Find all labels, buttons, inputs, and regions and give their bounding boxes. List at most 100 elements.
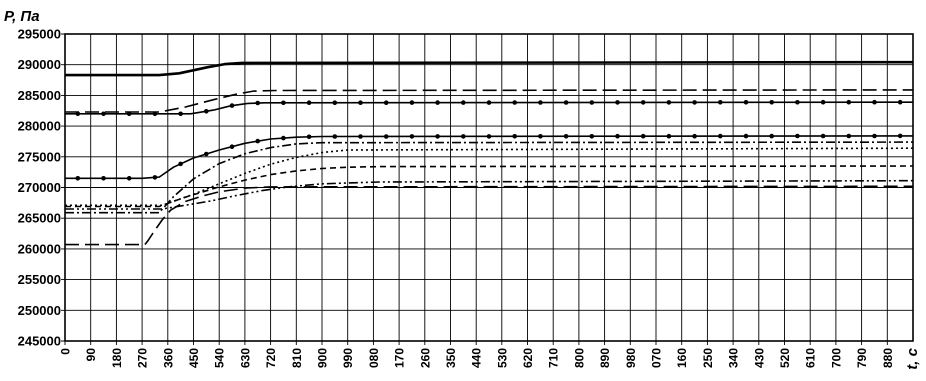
series-marker bbox=[281, 100, 286, 106]
series-marker bbox=[255, 138, 260, 144]
series-line-3 bbox=[65, 101, 914, 115]
x-tick-label: 880 bbox=[881, 348, 895, 368]
y-tick-labels: 295000 290000 285000 280000 275000 270000 2650… bbox=[18, 27, 61, 349]
y-tick-label: 270000 bbox=[18, 180, 61, 195]
y-tick-label: 290000 bbox=[18, 57, 61, 72]
series-line-8 bbox=[65, 185, 914, 246]
series-marker bbox=[255, 100, 260, 106]
series-marker bbox=[795, 100, 800, 105]
x-tick-label: 610 bbox=[804, 348, 818, 368]
x-tick-label: 990 bbox=[341, 348, 355, 368]
series-marker bbox=[358, 134, 363, 139]
x-tick-label: 540 bbox=[213, 348, 227, 368]
x-tick-label: 160 bbox=[675, 348, 689, 368]
x-tick-label: 980 bbox=[624, 348, 638, 368]
x-tick-label: 170 bbox=[393, 348, 407, 368]
x-tick-label: 350 bbox=[444, 348, 458, 368]
x-tick-label: 710 bbox=[547, 348, 561, 368]
series-marker bbox=[872, 99, 877, 105]
x-tick-label: 070 bbox=[650, 348, 664, 368]
series-marker bbox=[640, 133, 646, 139]
series-marker bbox=[718, 100, 723, 105]
x-tick-label: 260 bbox=[418, 348, 432, 368]
x-tick-label: 900 bbox=[316, 348, 330, 368]
series-marker bbox=[306, 100, 312, 105]
series-marker bbox=[846, 133, 852, 139]
series-marker bbox=[615, 100, 620, 105]
series-marker bbox=[332, 134, 338, 139]
y-tick-label: 265000 bbox=[18, 211, 61, 226]
x-tick-label: 890 bbox=[598, 348, 612, 368]
x-tick-label: 450 bbox=[187, 348, 201, 368]
series-line-5 bbox=[65, 141, 914, 214]
series-marker bbox=[820, 133, 826, 139]
series-marker bbox=[383, 134, 389, 139]
series-marker bbox=[692, 133, 697, 139]
x-tick-label: 440 bbox=[470, 348, 484, 368]
x-tick-label: 520 bbox=[778, 348, 792, 368]
x-tick-label: 360 bbox=[161, 348, 175, 368]
y-tick-label: 250000 bbox=[18, 303, 61, 318]
series-marker bbox=[563, 134, 569, 139]
series-marker bbox=[126, 111, 132, 117]
grid-lines bbox=[61, 33, 913, 345]
y-tick-label: 275000 bbox=[18, 149, 61, 164]
series-marker bbox=[512, 134, 517, 139]
series-marker bbox=[692, 100, 697, 105]
series-marker bbox=[666, 133, 672, 139]
series-marker bbox=[332, 100, 338, 105]
x-tick-label: 720 bbox=[264, 348, 278, 368]
series-marker bbox=[409, 134, 415, 139]
series-marker bbox=[538, 134, 543, 139]
x-tick-label: 620 bbox=[521, 348, 535, 368]
series-marker bbox=[178, 161, 183, 167]
series-line-2 bbox=[65, 89, 914, 113]
series-marker bbox=[897, 99, 903, 105]
series-marker bbox=[229, 144, 235, 149]
series-lines bbox=[65, 60, 914, 246]
series-marker bbox=[743, 100, 749, 105]
x-tick-label: 800 bbox=[572, 348, 586, 368]
x-tick-label: 790 bbox=[855, 348, 869, 368]
x-tick-label: 530 bbox=[495, 348, 509, 368]
series-marker bbox=[204, 151, 209, 157]
series-marker bbox=[486, 134, 492, 139]
series-line-9 bbox=[65, 179, 914, 210]
series-marker bbox=[229, 103, 235, 108]
x-axis-title: t, c bbox=[904, 347, 921, 369]
y-tick-label: 295000 bbox=[18, 27, 61, 42]
series-marker bbox=[743, 133, 749, 139]
series-marker bbox=[281, 135, 286, 141]
x-tick-label: 430 bbox=[752, 348, 766, 368]
series-marker bbox=[666, 100, 672, 105]
series-marker bbox=[589, 100, 595, 105]
series-line-1 bbox=[65, 60, 914, 77]
series-marker bbox=[101, 176, 106, 181]
series-marker bbox=[461, 100, 466, 105]
series-marker bbox=[795, 133, 800, 139]
x-tick-label: 080 bbox=[367, 348, 381, 368]
series-marker bbox=[126, 176, 132, 181]
series-marker bbox=[358, 100, 363, 105]
series-marker bbox=[718, 133, 723, 139]
series-marker bbox=[178, 111, 183, 117]
x-tick-label: 250 bbox=[701, 348, 715, 368]
series-marker bbox=[409, 100, 415, 105]
series-marker bbox=[512, 100, 517, 105]
x-tick-label: 630 bbox=[238, 348, 252, 368]
series-marker bbox=[101, 111, 106, 117]
x-tick-label: 700 bbox=[829, 348, 843, 368]
series-line-7 bbox=[65, 165, 914, 208]
x-tick-labels: 0 90 180 270 360 450 540 630 720 810 900 990 080 170 2… bbox=[59, 348, 895, 368]
series-marker bbox=[435, 134, 440, 139]
series-marker bbox=[75, 176, 81, 181]
series-marker bbox=[461, 134, 466, 139]
series-marker bbox=[615, 133, 620, 139]
series-marker bbox=[563, 100, 569, 105]
series-marker bbox=[435, 100, 440, 105]
y-axis-title: P, Па bbox=[4, 8, 40, 25]
y-tick-label: 260000 bbox=[18, 241, 61, 256]
series-marker bbox=[820, 99, 826, 105]
series-marker bbox=[306, 134, 312, 140]
